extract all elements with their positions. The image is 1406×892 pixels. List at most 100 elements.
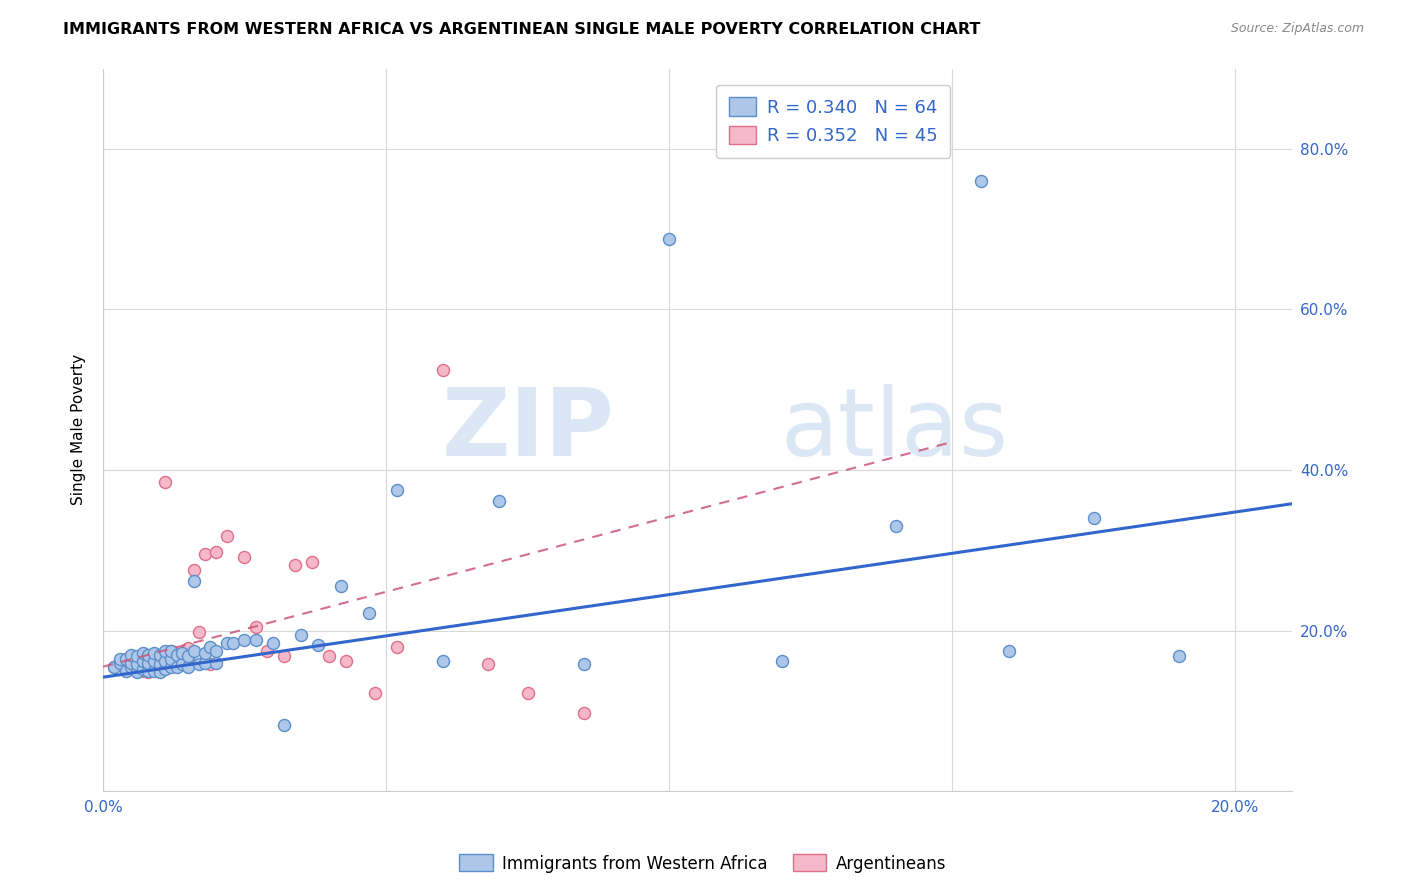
Point — [205, 656, 228, 670]
Point — [233, 633, 256, 648]
Legend: Immigrants from Western Africa, Argentineans: Immigrants from Western Africa, Argentin… — [453, 847, 953, 880]
Point — [148, 657, 170, 672]
Point — [125, 662, 148, 676]
Point — [114, 651, 136, 665]
Point — [273, 649, 295, 664]
Text: atlas: atlas — [780, 384, 1010, 475]
Point — [301, 555, 323, 569]
Point — [262, 635, 284, 649]
Point — [103, 659, 125, 673]
Point — [131, 662, 153, 676]
Point — [387, 483, 409, 497]
Point — [166, 657, 188, 672]
Point — [153, 475, 176, 489]
Point — [183, 643, 205, 657]
Point — [136, 664, 159, 678]
Point — [172, 649, 194, 664]
Point — [658, 232, 681, 246]
Point — [245, 633, 267, 648]
Point — [153, 643, 176, 657]
Point — [177, 649, 200, 664]
Point — [160, 651, 183, 665]
Point — [574, 657, 596, 672]
Point — [131, 664, 153, 678]
Point — [183, 563, 205, 577]
Point — [357, 606, 380, 620]
Point — [194, 656, 217, 670]
Point — [222, 635, 245, 649]
Point — [177, 651, 200, 665]
Point — [432, 654, 454, 668]
Point — [1083, 511, 1105, 525]
Point — [217, 635, 239, 649]
Point — [108, 651, 131, 665]
Point — [160, 643, 183, 657]
Point — [125, 654, 148, 668]
Point — [153, 662, 176, 676]
Point — [387, 640, 409, 654]
Point — [318, 649, 340, 664]
Point — [194, 654, 217, 668]
Point — [114, 651, 136, 665]
Point — [131, 646, 153, 660]
Text: ZIP: ZIP — [441, 384, 614, 475]
Point — [329, 579, 352, 593]
Point — [108, 656, 131, 670]
Point — [177, 641, 200, 656]
Point — [120, 656, 142, 670]
Point — [120, 648, 142, 662]
Point — [142, 651, 165, 665]
Point — [125, 657, 148, 672]
Y-axis label: Single Male Poverty: Single Male Poverty — [72, 354, 86, 506]
Point — [142, 659, 165, 673]
Point — [136, 648, 159, 662]
Point — [188, 657, 211, 672]
Point — [335, 654, 357, 668]
Point — [131, 654, 153, 668]
Point — [233, 549, 256, 564]
Point — [125, 665, 148, 680]
Point — [770, 654, 793, 668]
Point — [969, 174, 991, 188]
Point — [172, 646, 194, 660]
Point — [516, 686, 538, 700]
Point — [160, 643, 183, 657]
Point — [148, 648, 170, 662]
Point — [114, 664, 136, 678]
Point — [108, 656, 131, 670]
Point — [142, 654, 165, 668]
Point — [166, 659, 188, 673]
Point — [432, 362, 454, 376]
Point — [114, 664, 136, 678]
Point — [136, 656, 159, 670]
Point — [884, 519, 907, 533]
Point — [290, 627, 312, 641]
Point — [188, 625, 211, 640]
Point — [205, 545, 228, 559]
Point — [136, 656, 159, 670]
Point — [245, 619, 267, 633]
Point — [200, 657, 222, 672]
Point — [136, 665, 159, 680]
Point — [177, 659, 200, 673]
Point — [160, 659, 183, 673]
Point — [284, 558, 307, 572]
Point — [120, 657, 142, 672]
Point — [142, 664, 165, 678]
Point — [194, 646, 217, 660]
Point — [574, 706, 596, 720]
Point — [166, 648, 188, 662]
Legend: R = 0.340   N = 64, R = 0.352   N = 45: R = 0.340 N = 64, R = 0.352 N = 45 — [716, 85, 950, 158]
Point — [307, 638, 329, 652]
Point — [160, 649, 183, 664]
Point — [153, 654, 176, 668]
Point — [142, 646, 165, 660]
Point — [998, 643, 1021, 657]
Point — [103, 659, 125, 673]
Point — [120, 659, 142, 673]
Point — [1167, 649, 1189, 664]
Point — [148, 665, 170, 680]
Point — [148, 656, 170, 670]
Point — [183, 574, 205, 588]
Point — [205, 643, 228, 657]
